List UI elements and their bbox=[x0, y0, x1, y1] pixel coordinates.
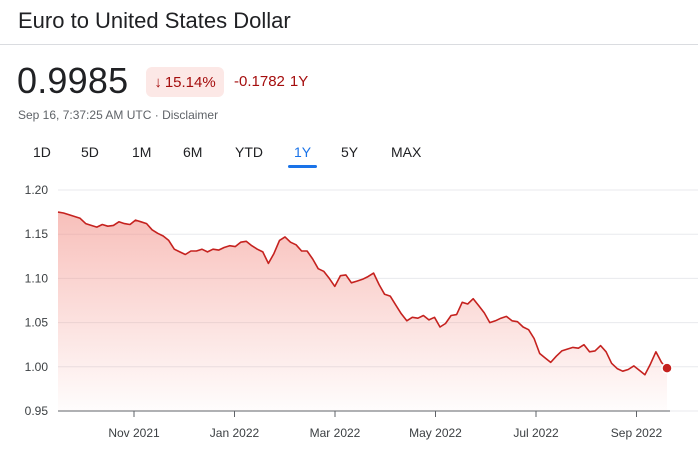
tab-1y[interactable]: 1Y bbox=[287, 144, 318, 168]
x-tick-label: Nov 2021 bbox=[108, 426, 160, 440]
y-tick-label: 1.05 bbox=[25, 316, 49, 330]
chart-marker bbox=[661, 362, 673, 374]
disclaimer-link[interactable]: Disclaimer bbox=[162, 108, 219, 122]
area-fill bbox=[58, 212, 667, 411]
tab-5d[interactable]: 5D bbox=[81, 144, 99, 160]
change-period: 1Y bbox=[289, 73, 309, 90]
change-percent-badge: ↓ 15.14% bbox=[146, 67, 224, 97]
x-tick-label: Sep 2022 bbox=[611, 426, 663, 440]
tab-max[interactable]: MAX bbox=[391, 144, 422, 160]
tab-5y[interactable]: 5Y bbox=[341, 144, 359, 160]
y-tick-label: 1.10 bbox=[25, 271, 49, 285]
header-divider bbox=[0, 44, 698, 45]
y-axis-labels: 1.20 1.15 1.10 1.05 1.00 0.95 bbox=[25, 183, 49, 418]
x-tick-label: Jul 2022 bbox=[513, 426, 559, 440]
y-tick-label: 1.20 bbox=[25, 183, 49, 197]
x-axis-labels: Nov 2021 Jan 2022 Mar 2022 May 2022 Jul 2022… bbox=[108, 426, 662, 440]
x-tick-label: May 2022 bbox=[409, 426, 462, 440]
y-tick-label: 0.95 bbox=[25, 404, 49, 418]
y-tick-label: 1.00 bbox=[25, 360, 49, 374]
x-axis-ticks bbox=[133, 411, 637, 417]
x-tick-label: Mar 2022 bbox=[310, 426, 361, 440]
current-price-marker bbox=[661, 362, 673, 374]
tab-6m[interactable]: 6M bbox=[183, 144, 203, 160]
change-percent: 15.14% bbox=[164, 73, 216, 91]
price-chart[interactable]: 1.20 1.15 1.10 1.05 1.00 0.95 Nov 2021 Jan 202… bbox=[0, 175, 698, 463]
tab-1d[interactable]: 1D bbox=[33, 144, 51, 160]
chart-line bbox=[57, 211, 668, 376]
range-tabs: 1D 5D 1M 6M YTD 1Y 5Y MAX bbox=[0, 142, 698, 168]
timestamp: Sep 16, 7:37:25 AM UTC bbox=[18, 108, 152, 122]
price-line bbox=[57, 211, 668, 376]
current-price: 0.9985 bbox=[17, 60, 129, 101]
separator: · bbox=[151, 108, 163, 122]
change-absolute: -0.1782 1Y bbox=[234, 73, 308, 90]
down-arrow-icon: ↓ bbox=[154, 73, 162, 91]
tab-1m[interactable]: 1M bbox=[132, 144, 152, 160]
tab-ytd[interactable]: YTD bbox=[235, 144, 263, 160]
page-title: Euro to United States Dollar bbox=[18, 8, 291, 33]
change-absolute-value: -0.1782 bbox=[234, 73, 285, 90]
y-tick-label: 1.15 bbox=[25, 227, 49, 241]
x-tick-label: Jan 2022 bbox=[210, 426, 260, 440]
chart-area bbox=[58, 212, 667, 411]
timestamp-line: Sep 16, 7:37:25 AM UTC · Disclaimer bbox=[18, 108, 218, 122]
